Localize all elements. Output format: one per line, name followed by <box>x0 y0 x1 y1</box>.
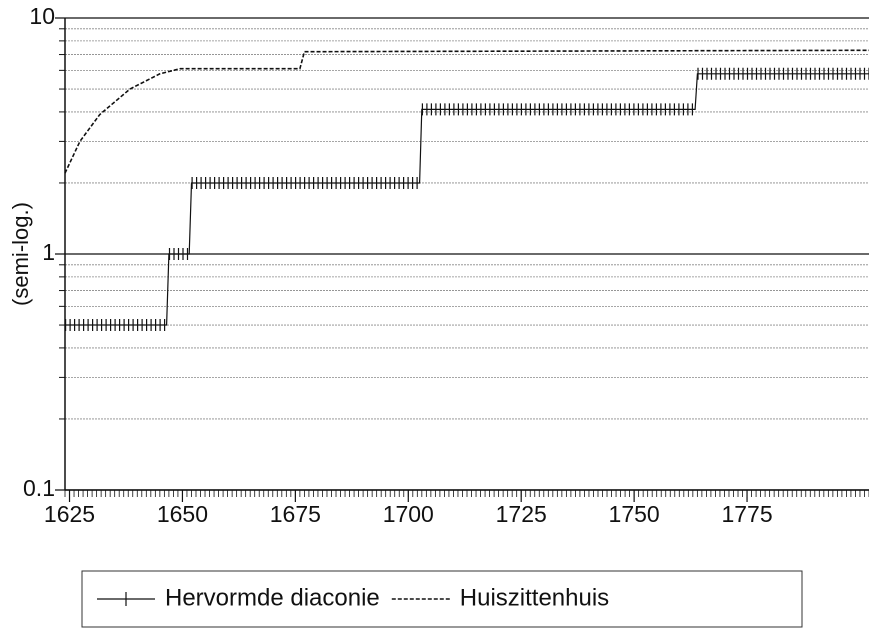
series-line <box>65 73 869 326</box>
legend-box <box>81 570 803 628</box>
y-tick-label: 1 <box>42 239 55 265</box>
x-tick-label: 1675 <box>270 501 321 527</box>
legend-label: Hervormde diaconie <box>165 584 380 611</box>
series-markers <box>65 67 869 331</box>
y-tick-label: 10 <box>29 3 55 29</box>
x-tick-label: 1750 <box>609 501 660 527</box>
x-tick-label: 1650 <box>157 501 208 527</box>
x-tick-label: 1625 <box>44 501 95 527</box>
x-tick-label: 1700 <box>383 501 434 527</box>
x-tick-label: 1775 <box>721 501 772 527</box>
legend-label: Huiszittenhuis <box>460 584 609 611</box>
x-tick-label: 1725 <box>496 501 547 527</box>
y-axis-label: (semi-log.) <box>8 202 33 306</box>
y-tick-label: 0.1 <box>23 475 55 501</box>
series-line <box>64 49 869 174</box>
